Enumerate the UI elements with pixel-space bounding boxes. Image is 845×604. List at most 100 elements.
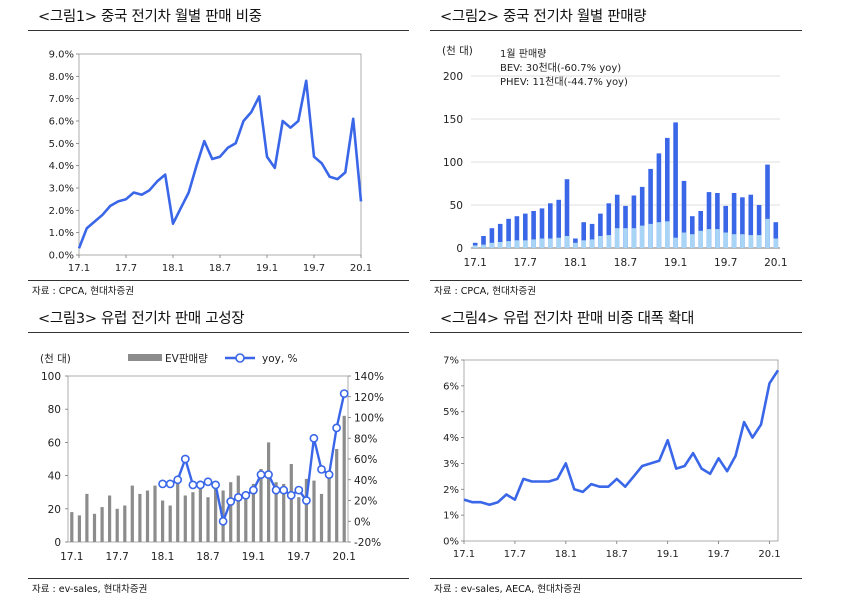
y-tick-label: 150 xyxy=(443,114,463,126)
panel2-top-rule xyxy=(430,30,802,31)
chart1: 0.0% 1.0% 2.0% 3.0% 4.0% 5.0% 6.0% 7.0% 8.0% 9.0%… xyxy=(49,50,373,275)
panel1-bottom-rule xyxy=(28,280,409,281)
yoy-marker xyxy=(324,470,334,479)
phev-bar xyxy=(756,235,762,248)
x-tick-label: 17.7 xyxy=(504,549,526,560)
bev-bar xyxy=(723,205,728,248)
y-tick-label: 4% xyxy=(443,433,459,444)
phev-bar xyxy=(715,229,720,248)
annotation-line: 1월 판매량 xyxy=(500,48,546,60)
bev-bar xyxy=(606,203,612,248)
phev-bar xyxy=(723,232,728,248)
y2-tick-label: 40% xyxy=(354,475,377,487)
phev-bar xyxy=(556,237,561,248)
bev-bar xyxy=(631,195,637,248)
bev-bar xyxy=(506,218,511,248)
bev-bar xyxy=(681,180,687,248)
bev-bar xyxy=(548,203,553,248)
y-tick-label: 20 xyxy=(48,504,61,516)
x-tick-label: 19.7 xyxy=(707,549,729,560)
ev-sales-bar xyxy=(244,493,248,542)
ev-sales-bar xyxy=(342,415,346,542)
ev-sales-bar xyxy=(191,492,195,542)
phev-bar xyxy=(639,225,645,248)
panel4-title: <그림4> 유럽 전기차 판매 비중 대폭 확대 xyxy=(440,311,695,327)
chart3: (천 대) EV판매량 yoy, % 0 20 40 60 80 100 -20% 0% 20% 40%… xyxy=(40,353,384,563)
x-tick-label: 17.7 xyxy=(105,551,128,563)
phev-bar xyxy=(573,242,578,248)
x-tick-label: 19.1 xyxy=(657,549,679,560)
phev-bar xyxy=(740,234,745,248)
panel3-bottom-rule xyxy=(28,578,409,579)
ev-sales-bar xyxy=(145,490,150,542)
ev-sales-bar xyxy=(70,512,74,542)
panel4-source: 자료 : ev-sales, AECA, 현대차증권 xyxy=(434,584,581,595)
y-tick-label: 7% xyxy=(443,356,459,367)
ev-sales-bar xyxy=(274,482,278,542)
phev-bar xyxy=(656,222,662,248)
y-tick-label: 60 xyxy=(48,437,61,449)
y-axis-unit: (천 대) xyxy=(40,353,71,365)
y-tick-label: 1.0% xyxy=(49,228,74,239)
x-tick-label: 17.7 xyxy=(115,263,137,274)
y-tick-label: 3% xyxy=(443,459,459,470)
ev-sales-bar xyxy=(206,497,210,542)
y-tick-label: 80 xyxy=(48,404,61,416)
bev-bar xyxy=(748,194,754,248)
y2-tick-label: 80% xyxy=(354,433,377,445)
phev-bar xyxy=(690,234,695,248)
y-tick-label: 100 xyxy=(41,371,61,383)
phev-bar xyxy=(631,228,637,248)
bev-bar xyxy=(581,222,586,248)
y-tick-label: 100 xyxy=(443,157,463,169)
chart2: (천 대) 0 50 100 150 200 17.1 17.7 18.1 18.7 19.1 19.… xyxy=(442,45,788,269)
x-tick-label: 19.1 xyxy=(256,263,278,274)
y-tick-label: 2.0% xyxy=(49,206,74,217)
y-tick-label: 5.0% xyxy=(49,139,74,150)
ev-sales-bar xyxy=(198,480,202,542)
yoy-marker xyxy=(271,485,281,495)
phev-bar xyxy=(623,228,628,248)
x-tick-label: 18.7 xyxy=(209,263,231,274)
ev-sales-bar xyxy=(229,482,233,542)
x-tick-label: 20.1 xyxy=(333,551,356,563)
yoy-marker xyxy=(173,475,183,485)
ev-sales-bar xyxy=(92,513,97,542)
ev-sales-bar xyxy=(77,515,81,542)
x-tick-label: 18.7 xyxy=(614,257,637,269)
bev-bar xyxy=(715,193,720,248)
x-tick-label: 17.1 xyxy=(463,257,486,269)
ev-sales-bar xyxy=(327,472,331,542)
x-tick-label: 19.1 xyxy=(664,257,687,269)
ev-sales-bar xyxy=(138,493,142,542)
y-tick-label: 40 xyxy=(48,471,61,483)
ev-sales-bar xyxy=(130,485,134,542)
legend-line-label: yoy, % xyxy=(262,353,298,365)
y-tick-label: 9.0% xyxy=(49,50,74,61)
phev-bar xyxy=(589,239,595,248)
phev-bar xyxy=(606,235,612,248)
panel3-title: <그림3> 유럽 전기차 판매 고성장 xyxy=(38,311,245,327)
phev-bar xyxy=(648,223,653,248)
phev-bar xyxy=(564,236,570,248)
ev-sales-bar xyxy=(183,495,187,542)
bev-bar xyxy=(556,199,561,248)
ev-sales-bar xyxy=(335,449,339,542)
bev-bar xyxy=(489,228,495,248)
yoy-marker xyxy=(241,490,251,500)
annotation-line: PHEV: 11천대(-44.7% yoy) xyxy=(500,76,628,88)
phev-bar xyxy=(665,221,670,248)
panel1-title: <그림1> 중국 전기차 월별 판매 비중 xyxy=(38,9,262,25)
phev-bar xyxy=(506,241,511,248)
phev-bar xyxy=(548,238,553,248)
bev-bar xyxy=(539,208,545,248)
bev-bar xyxy=(706,192,712,248)
x-tick-label: 19.7 xyxy=(287,551,310,563)
x-tick-label: 17.7 xyxy=(514,257,537,269)
panel2-bottom-rule xyxy=(430,280,802,281)
bev-bar xyxy=(690,216,695,248)
bev-bar xyxy=(514,216,520,248)
yoy-marker xyxy=(211,480,220,490)
y-tick-label: 0.0% xyxy=(49,251,74,262)
bev-bar xyxy=(698,211,703,248)
